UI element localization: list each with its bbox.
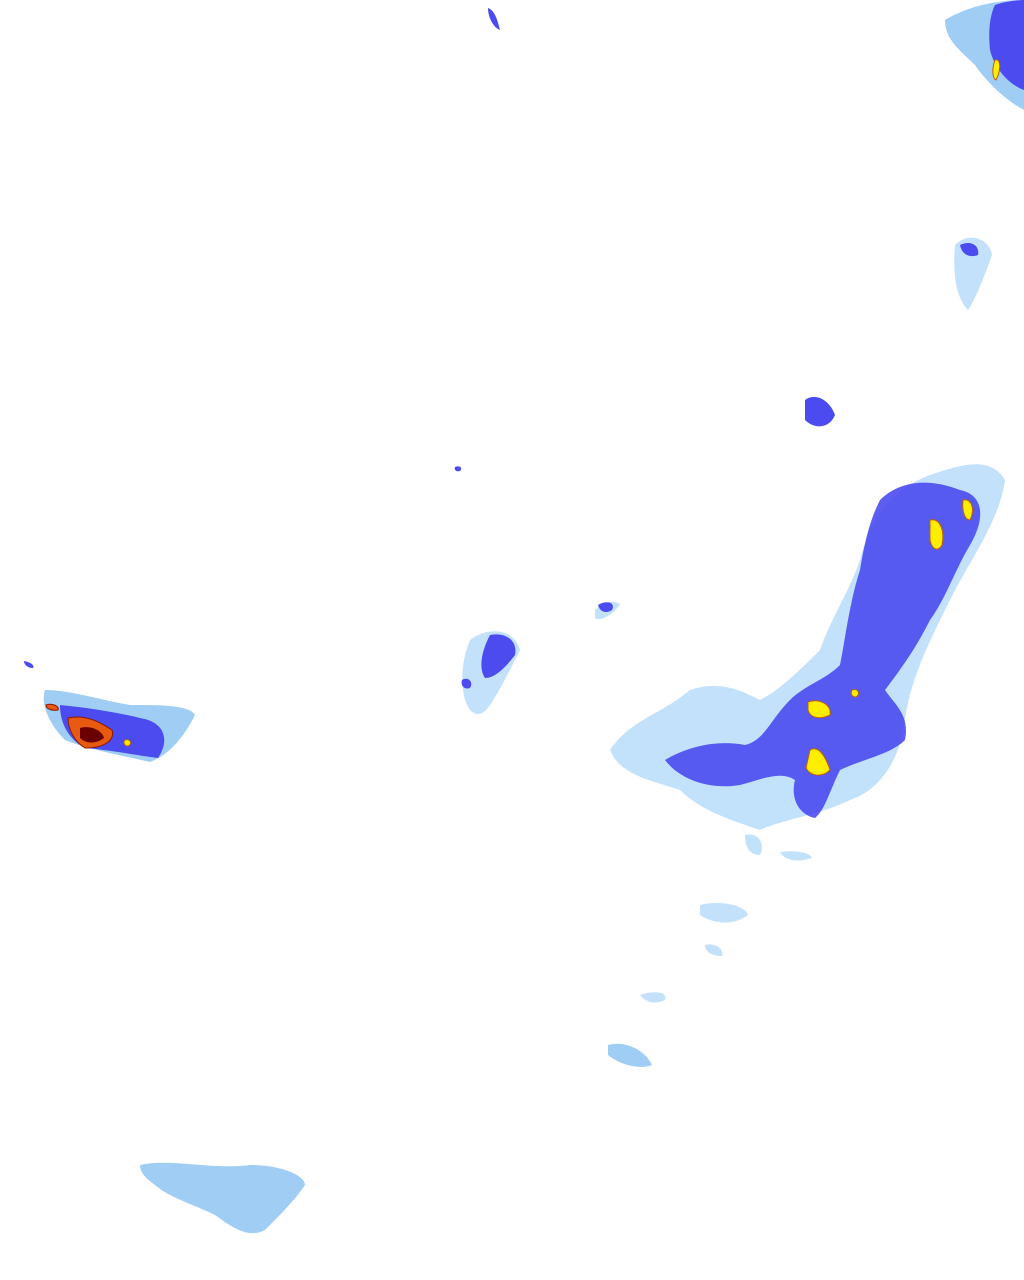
rain-cell-ne-moderate-small bbox=[24, 8, 979, 668]
rain-cell-heavy-3 bbox=[807, 700, 831, 719]
rain-cell-southeast-light bbox=[608, 1043, 652, 1067]
rain-cell-very-heavy-small bbox=[45, 703, 59, 711]
rain-cell-center-moderate bbox=[461, 634, 516, 689]
rain-cell-east-band-moderate bbox=[665, 482, 981, 818]
rain-cell-heavy-4 bbox=[805, 748, 831, 776]
extreme-precipitation-layer bbox=[45, 703, 114, 749]
rain-cell-heavy-1 bbox=[929, 519, 944, 550]
rain-cell-extreme-core bbox=[80, 727, 104, 743]
rain-cell-south-scatter-light bbox=[640, 834, 812, 1003]
heavy-precipitation-layer bbox=[123, 59, 1001, 776]
rain-cell-east-small-light bbox=[954, 237, 992, 310]
rain-cell-southwest-light bbox=[140, 1162, 305, 1234]
rain-cell-heavy-5 bbox=[123, 59, 1001, 747]
rain-cell-heavy-2 bbox=[962, 499, 973, 521]
moderate-precipitation-layer bbox=[24, 0, 1024, 818]
